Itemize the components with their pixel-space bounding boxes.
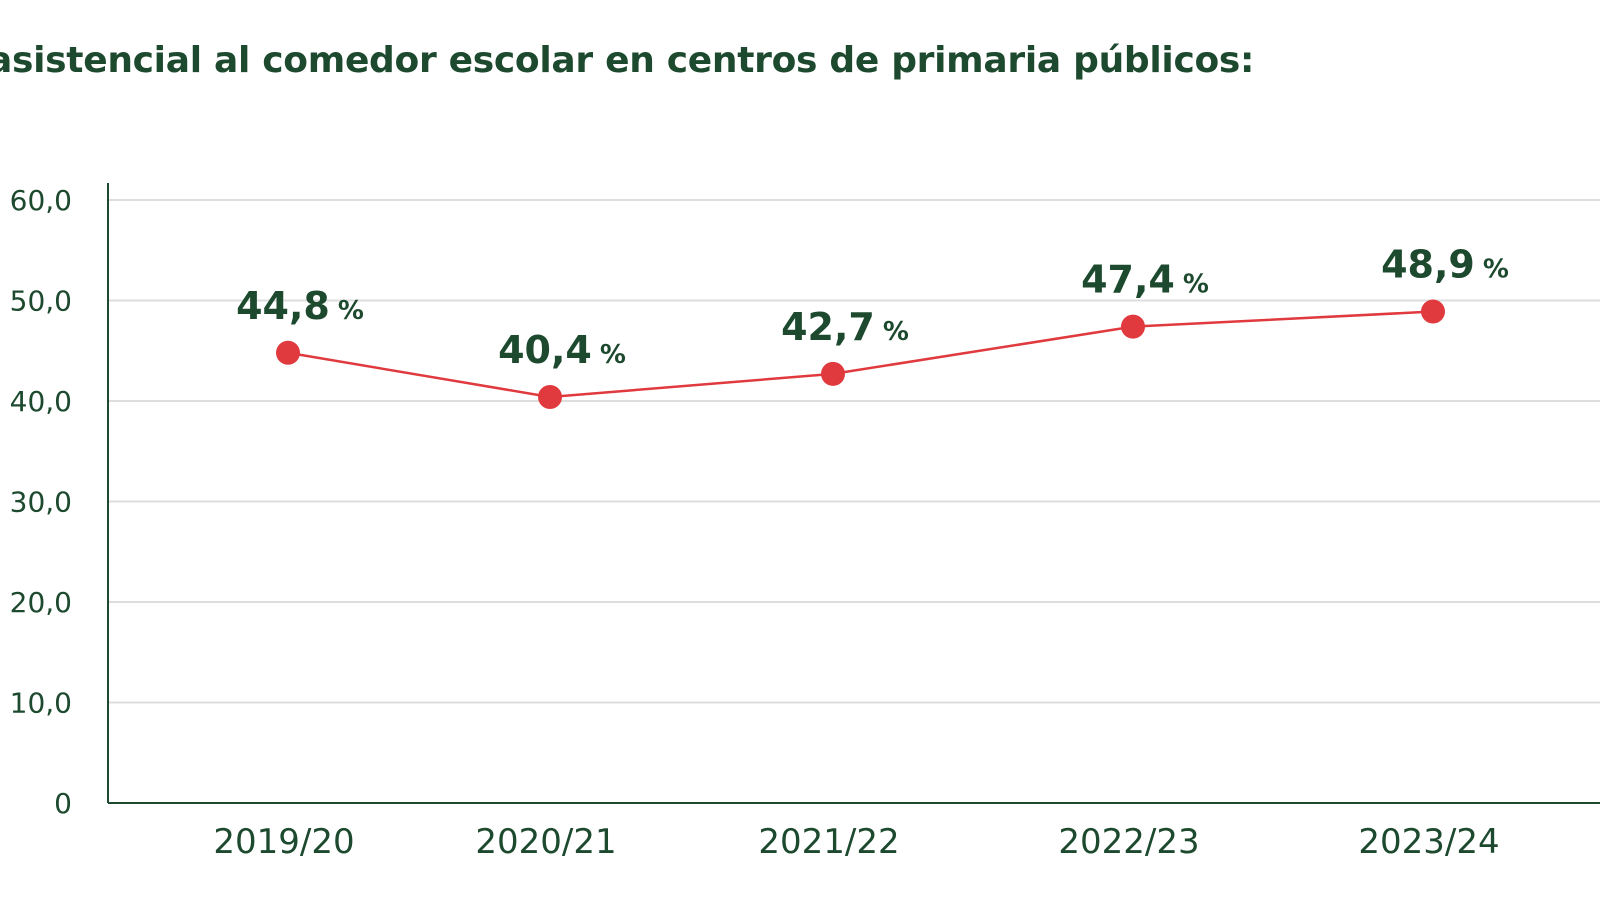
data-point [821, 361, 845, 386]
data-label: 48,9% [1381, 243, 1509, 287]
data-point [276, 340, 300, 365]
data-label: 40,4% [498, 328, 626, 372]
x-tick-label: 2021/22 [758, 822, 899, 862]
x-tick-label: 2023/24 [1358, 822, 1499, 862]
y-tick-label: 0 [54, 787, 72, 820]
data-point [1121, 314, 1145, 339]
y-tick-label: 40,0 [10, 385, 72, 418]
x-tick-label: 2020/21 [475, 822, 616, 862]
data-point [538, 384, 562, 409]
x-tick-label: 2022/23 [1058, 822, 1199, 862]
data-label: 47,4% [1081, 258, 1209, 302]
data-label: 42,7% [781, 305, 909, 349]
data-label: 44,8% [236, 284, 364, 328]
y-tick-label: 30,0 [10, 486, 72, 519]
x-tick-label: 2019/20 [213, 822, 354, 862]
y-tick-label: 10,0 [10, 687, 72, 720]
y-tick-label: 60,0 [10, 184, 72, 217]
data-point [1421, 299, 1445, 324]
chart-title: asistencial al comedor escolar en centro… [0, 40, 1255, 81]
y-tick-label: 50,0 [10, 285, 72, 318]
y-tick-label: 20,0 [10, 586, 72, 619]
